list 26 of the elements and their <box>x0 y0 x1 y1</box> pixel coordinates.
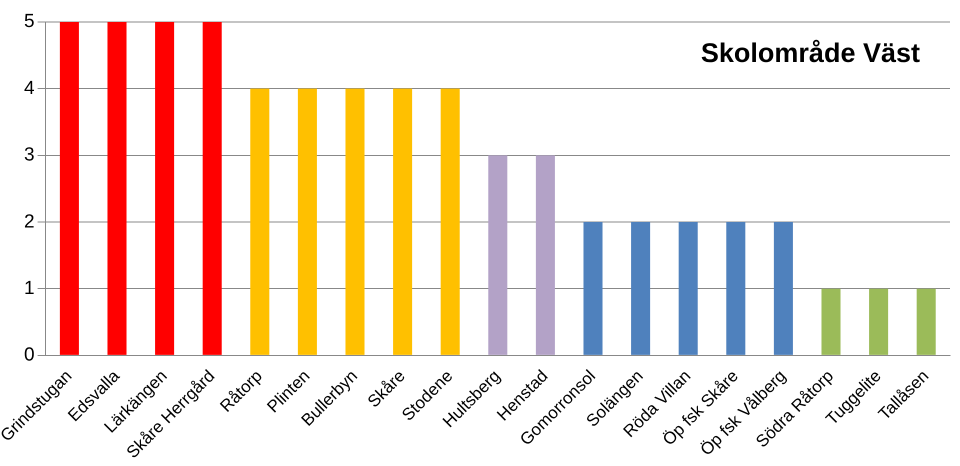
bar <box>726 222 746 355</box>
bar <box>678 222 698 355</box>
bar <box>440 88 460 355</box>
bar <box>60 22 79 355</box>
y-tick-label: 3 <box>24 144 35 166</box>
bar <box>107 22 127 355</box>
bar <box>488 155 508 355</box>
y-tick-label: 4 <box>24 78 36 99</box>
bar <box>631 222 650 355</box>
text: Skolområde Väst <box>700 38 920 69</box>
bar <box>250 88 270 355</box>
bar <box>393 88 412 355</box>
bar <box>155 22 174 355</box>
bar <box>536 155 555 355</box>
bar <box>916 288 936 355</box>
bar <box>774 222 793 355</box>
y-tick-label: 1 <box>24 278 35 299</box>
y-tick-label: 2 <box>24 211 35 232</box>
bar <box>821 288 841 355</box>
y-tick-label: 5 <box>24 11 35 32</box>
bar <box>345 88 365 355</box>
bar <box>583 222 603 355</box>
bar <box>869 288 888 355</box>
y-tick-label: 0 <box>24 344 35 366</box>
bar <box>298 88 317 355</box>
bar <box>202 22 222 355</box>
